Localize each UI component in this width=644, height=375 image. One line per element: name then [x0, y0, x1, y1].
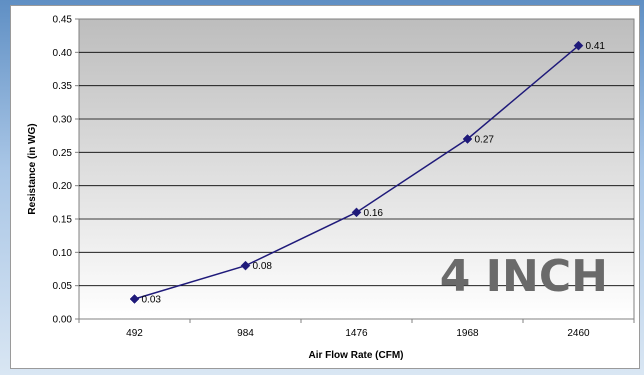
series	[129, 40, 584, 304]
data-point-marker	[129, 294, 140, 304]
y-tick-label: 0.20	[53, 181, 73, 192]
chart-frame: 0.00 0.05 0.10 0.15 0.20 0.25 0.30 0.35 0.40 0.45…	[10, 5, 640, 369]
data-label: 0.03	[142, 295, 162, 306]
data-point-marker	[240, 260, 251, 271]
y-tick-label: 0.15	[53, 215, 73, 226]
gridlines	[79, 51, 634, 287]
y-axis-title: Resistance (in WG)	[27, 123, 38, 214]
y-tick-label: 0.25	[53, 148, 73, 159]
annotation-watermark: 4 INCH	[440, 251, 608, 302]
y-tick-label: 0.35	[53, 81, 73, 92]
data-point-marker	[351, 207, 362, 218]
y-tick-label: 0.40	[53, 48, 73, 59]
data-label: 0.16	[364, 208, 384, 219]
data-point-marker	[462, 134, 473, 144]
x-tick-label: 2460	[567, 328, 590, 339]
x-tick-label: 1476	[345, 328, 368, 339]
plot-area	[78, 18, 635, 320]
data-label: 0.27	[475, 135, 495, 146]
y-tick-label: 0.10	[53, 248, 73, 259]
data-point-marker	[573, 40, 584, 51]
y-tick-label: 0.05	[53, 281, 73, 292]
x-tick-label: 1968	[456, 328, 479, 339]
x-axis-ticks: 492 984 1476 1968 2460	[78, 319, 635, 339]
x-axis-title: Air Flow Rate (CFM)	[309, 350, 404, 361]
x-tick-label: 984	[237, 328, 254, 339]
y-tick-label: 0.00	[53, 315, 73, 326]
x-tick-label: 492	[126, 328, 143, 339]
line-chart: 0.00 0.05 0.10 0.15 0.20 0.25 0.30 0.35 0.40 0.45…	[27, 15, 635, 361]
y-tick-label: 0.30	[53, 115, 73, 126]
data-label: 0.08	[253, 261, 273, 272]
y-tick-label: 0.45	[53, 15, 73, 26]
data-labels: 0.03 0.08 0.16 0.27 0.41	[142, 41, 606, 305]
y-axis-ticks: 0.00 0.05 0.10 0.15 0.20 0.25 0.30 0.35 0.40 0.45	[53, 15, 79, 326]
data-label: 0.41	[586, 41, 606, 52]
